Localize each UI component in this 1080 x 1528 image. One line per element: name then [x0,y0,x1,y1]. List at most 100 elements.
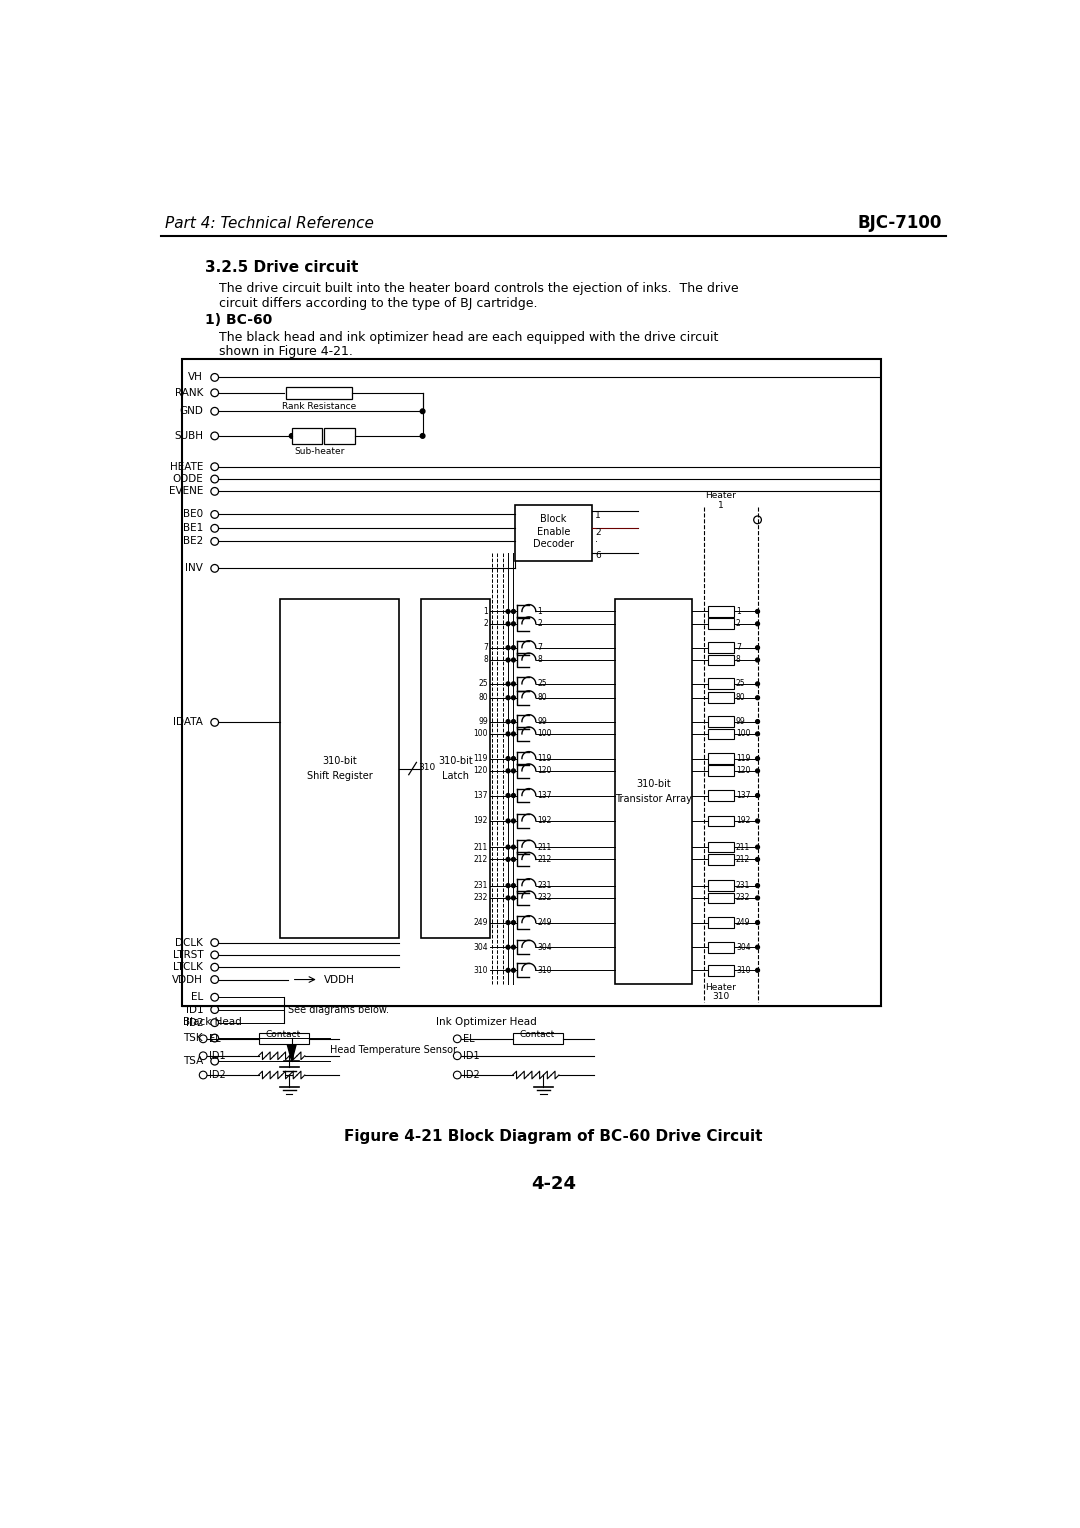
Text: EL: EL [463,1034,475,1044]
Text: 310: 310 [419,762,436,772]
Text: Heater: Heater [705,983,737,992]
Circle shape [756,610,759,613]
Circle shape [211,463,218,471]
Circle shape [507,883,510,888]
Bar [280,599,400,938]
Text: ID2: ID2 [210,1070,226,1080]
Bar [286,387,352,399]
Text: DCLK: DCLK [175,938,203,947]
Text: 310: 310 [538,966,552,975]
Circle shape [756,695,759,700]
Text: 120: 120 [474,767,488,775]
Text: 211: 211 [735,842,751,851]
Circle shape [211,538,218,545]
Text: BJC-7100: BJC-7100 [858,214,943,232]
Circle shape [200,1034,207,1042]
Circle shape [754,516,761,524]
Text: ID1: ID1 [210,1051,226,1060]
Circle shape [512,845,515,850]
Circle shape [756,921,759,924]
Text: BE2: BE2 [183,536,203,547]
Bar [707,816,734,827]
Text: Rank Resistance: Rank Resistance [282,402,356,411]
Bar [258,1033,309,1044]
Circle shape [756,969,759,972]
Circle shape [756,769,759,773]
Text: 25: 25 [538,680,546,688]
Text: Latch: Latch [442,772,469,781]
Text: 212: 212 [474,856,488,863]
Bar [707,753,734,764]
Text: Contact: Contact [519,1030,555,1039]
Circle shape [454,1034,461,1042]
Text: 80: 80 [735,694,745,703]
Text: 100: 100 [473,729,488,738]
Text: Shift Register: Shift Register [307,772,373,781]
Circle shape [211,1034,218,1042]
Text: Heater: Heater [705,492,737,500]
Circle shape [512,793,515,798]
Circle shape [507,695,510,700]
Circle shape [756,946,759,949]
Circle shape [507,819,510,824]
Text: 4-24: 4-24 [531,1175,576,1193]
Circle shape [211,976,218,984]
Circle shape [512,720,515,724]
Text: 7: 7 [538,643,542,652]
Bar [421,599,490,938]
Text: 249: 249 [735,918,751,927]
Text: 192: 192 [538,816,552,825]
Text: 192: 192 [735,816,751,825]
Text: 100: 100 [538,729,552,738]
Text: EVENE: EVENE [168,486,203,497]
Circle shape [756,681,759,686]
Circle shape [211,524,218,532]
Text: VDDH: VDDH [324,975,355,984]
Circle shape [756,845,759,850]
Text: IDATA: IDATA [173,717,203,727]
Text: ·: · [595,538,598,547]
Circle shape [756,793,759,798]
Text: 137: 137 [735,792,751,801]
Bar [707,880,734,891]
Text: The drive circuit built into the heater board controls the ejection of inks.  Th: The drive circuit built into the heater … [218,283,738,295]
Bar [707,619,734,630]
Text: 1: 1 [735,607,741,616]
Circle shape [512,646,515,649]
Circle shape [211,408,218,416]
Circle shape [512,946,515,949]
Text: 304: 304 [538,943,552,952]
Text: VDDH: VDDH [173,975,203,984]
Text: 100: 100 [735,729,751,738]
Text: 120: 120 [538,767,552,775]
Circle shape [756,646,759,649]
Text: 120: 120 [735,767,751,775]
Text: 99: 99 [478,717,488,726]
Text: TSA: TSA [183,1056,203,1067]
Text: BE1: BE1 [183,523,203,533]
Circle shape [512,756,515,761]
Circle shape [507,610,510,613]
Circle shape [756,857,759,862]
Text: LTCLK: LTCLK [173,963,203,972]
Text: ODDE: ODDE [173,474,203,484]
Text: Figure 4-21 Block Diagram of BC-60 Drive Circuit: Figure 4-21 Block Diagram of BC-60 Drive… [345,1129,762,1144]
Circle shape [512,732,515,736]
Text: 310: 310 [735,966,751,975]
Circle shape [507,769,510,773]
Circle shape [211,373,218,382]
Text: 310: 310 [712,992,729,1001]
Text: 1: 1 [718,501,724,510]
Text: shown in Figure 4-21.: shown in Figure 4-21. [218,345,352,358]
Circle shape [512,857,515,862]
Circle shape [507,857,510,862]
Text: 8: 8 [735,656,741,665]
Text: 99: 99 [538,717,548,726]
Text: The black head and ink optimizer head are each equipped with the drive circuit: The black head and ink optimizer head ar… [218,332,718,344]
Text: 2: 2 [538,619,542,628]
Text: 1: 1 [538,607,542,616]
Text: 2: 2 [735,619,741,628]
Bar [292,428,323,443]
Text: BE0: BE0 [183,509,203,520]
Circle shape [512,769,515,773]
